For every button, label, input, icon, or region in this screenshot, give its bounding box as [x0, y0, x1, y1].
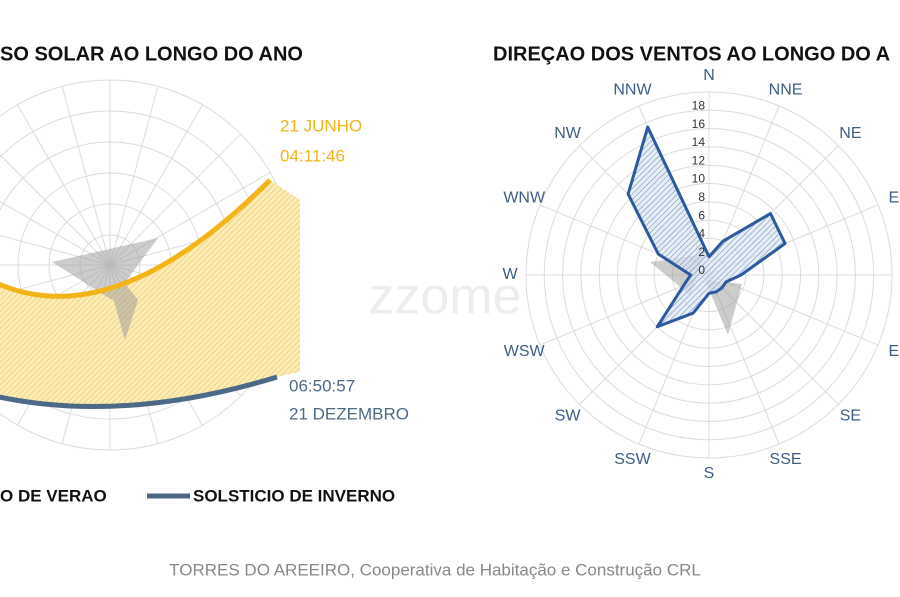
legend-label: O DE VERAO	[0, 486, 107, 505]
sun-path-summer	[0, 178, 272, 299]
grid-spoke	[109, 104, 203, 266]
r-tick-label: 10	[692, 172, 706, 186]
compass-label: E	[888, 343, 899, 360]
compass-label: WNW	[503, 190, 546, 207]
watermark: zzome	[368, 268, 521, 326]
chart-title: SO SOLAR AO LONGO DO ANO	[0, 43, 303, 65]
grid-spoke	[109, 86, 159, 266]
wind-polygon	[626, 125, 787, 329]
r-tick-label: 18	[692, 98, 706, 112]
compass-label: W	[502, 266, 518, 283]
grid-spoke	[61, 86, 111, 266]
compass-label: SSE	[770, 451, 802, 468]
compass-label: NW	[554, 125, 582, 142]
sun-band	[0, 180, 300, 407]
compass-label: E	[888, 190, 899, 207]
r-tick-label: 0	[698, 263, 705, 277]
annotation: 04:11:46	[280, 146, 345, 165]
annotation: 06:50:57	[289, 376, 355, 395]
r-tick-label: 8	[698, 190, 705, 204]
r-tick-label: 14	[692, 135, 706, 149]
compass-label: SW	[555, 408, 582, 425]
r-tick-label: 12	[692, 153, 706, 167]
compass-label: NNE	[769, 81, 803, 98]
compass-label: S	[704, 465, 715, 482]
compass-label: SSW	[614, 451, 651, 468]
grid-spoke	[109, 133, 242, 266]
r-tick-label: 16	[692, 117, 706, 131]
grid-spoke	[17, 104, 111, 266]
compass-label: NNW	[613, 81, 652, 98]
grid-spoke	[0, 200, 111, 266]
r-tick-label: 6	[698, 208, 705, 222]
legend-label: SOLSTICIO DE INVERNO	[193, 486, 395, 505]
grid-spoke	[0, 154, 111, 266]
sun-path-winter	[0, 374, 278, 410]
r-tick-label: 4	[698, 227, 705, 241]
compass-label: SE	[840, 408, 861, 425]
compass-label: N	[703, 67, 715, 84]
annotation: 21 DEZEMBRO	[289, 404, 409, 423]
compass-label: NE	[839, 125, 861, 142]
compass-label: WSW	[504, 343, 546, 360]
footer: TORRES DO AREEIRO, Cooperativa de Habita…	[169, 560, 701, 579]
wind-shadow	[650, 254, 742, 335]
annotation: 21 JUNHO	[280, 116, 362, 135]
r-tick-label: 2	[698, 245, 705, 259]
chart-title: DIREÇAO DOS VENTOS AO LONGO DO A	[493, 43, 890, 65]
